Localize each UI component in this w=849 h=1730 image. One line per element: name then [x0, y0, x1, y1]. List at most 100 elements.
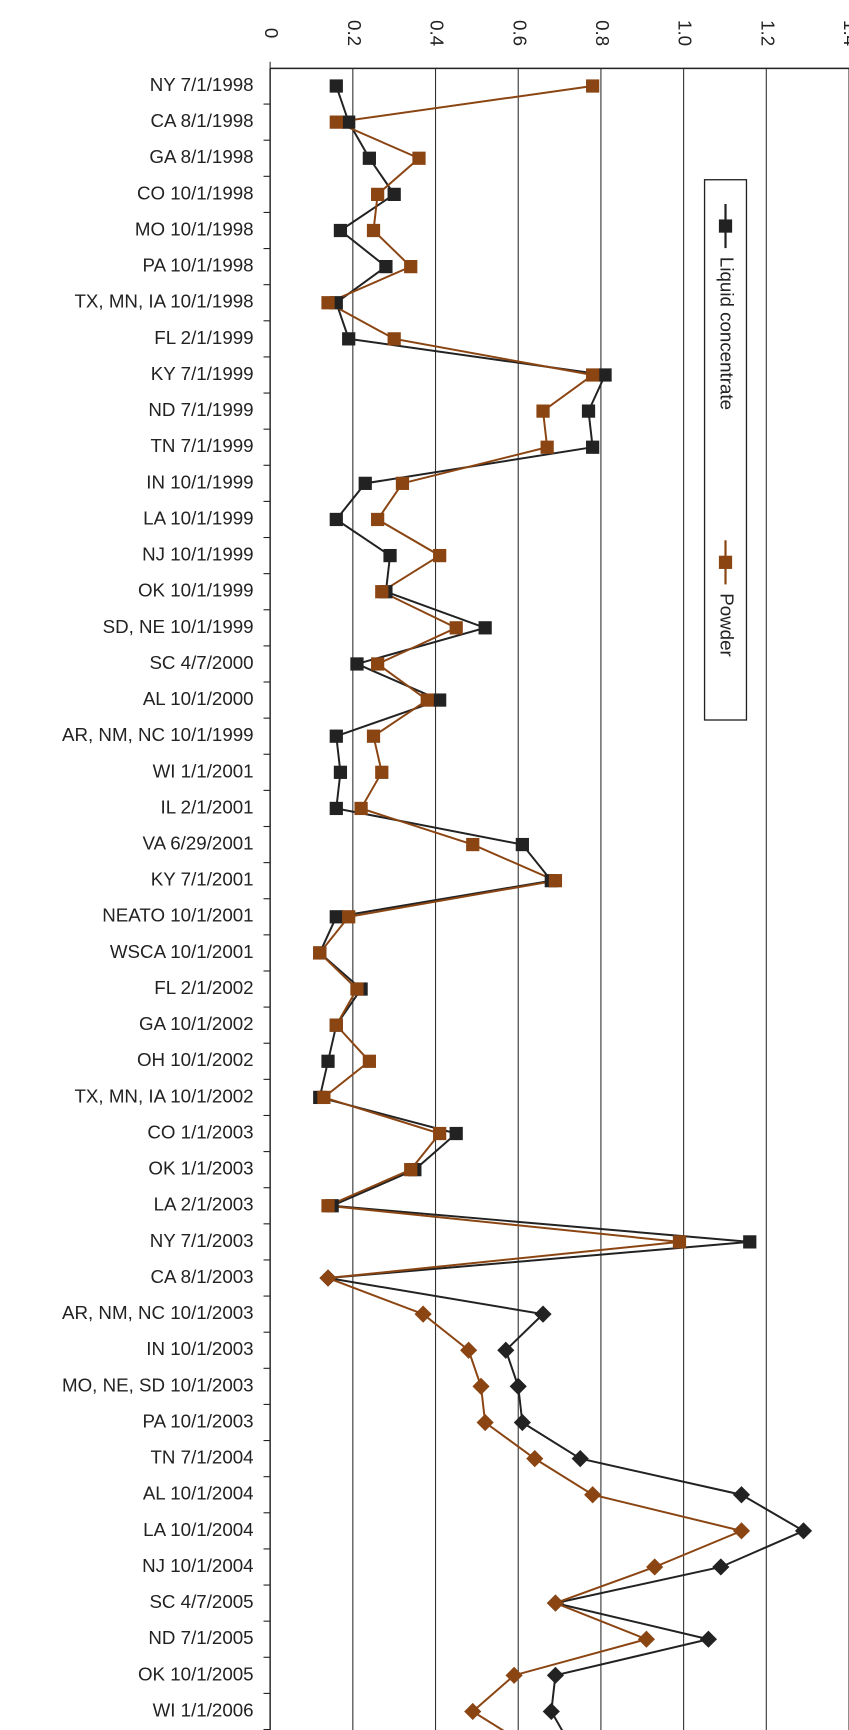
legend-label: Powder [717, 593, 738, 657]
marker [404, 1163, 418, 1177]
y-tick-label: OK 1/1/2003 [148, 1158, 253, 1179]
marker [548, 874, 563, 888]
y-tick-label: IN 10/1/1999 [146, 471, 253, 492]
x-tick-label: 0 [261, 28, 282, 38]
marker [387, 332, 401, 346]
marker [350, 657, 364, 671]
marker [329, 512, 343, 527]
y-tick-label: GA 8/1/1998 [149, 146, 253, 167]
x-tick-label: 0.2 [344, 20, 365, 46]
y-tick-label: ND 7/1/2005 [148, 1627, 253, 1648]
y-tick-label: SC 4/7/2005 [149, 1591, 253, 1612]
marker [598, 368, 612, 382]
y-tick-label: OK 10/1/1999 [138, 580, 254, 601]
y-tick-label: LA 2/1/2003 [154, 1194, 254, 1215]
y-tick-label: TX, MN, IA 10/1/2002 [74, 1085, 253, 1106]
marker [321, 1054, 335, 1068]
marker [375, 765, 389, 779]
marker [472, 1377, 490, 1395]
marker [536, 404, 550, 418]
y-tick-label: NEATO 10/1/2001 [102, 905, 253, 926]
y-tick-label: CA 8/1/1998 [150, 110, 253, 131]
marker [366, 729, 381, 743]
marker [646, 1558, 664, 1576]
marker [509, 1377, 527, 1395]
marker [433, 693, 447, 707]
marker [732, 1486, 751, 1504]
y-tick-label: LA 10/1/1999 [143, 507, 253, 528]
y-tick-label: AR, NM, NC 10/1/1999 [62, 724, 254, 745]
marker [672, 1235, 687, 1249]
y-tick-label: PA 10/1/2003 [142, 1410, 253, 1431]
x-tick-label: 1.0 [675, 20, 696, 46]
y-tick-label: AL 10/1/2000 [143, 688, 254, 709]
marker [476, 1413, 494, 1432]
marker [571, 1450, 589, 1468]
legend-marker [718, 555, 733, 569]
y-tick-label: FL 2/1/2002 [154, 977, 253, 998]
y-tick-label: NJ 10/1/1999 [142, 544, 253, 565]
marker [371, 187, 385, 201]
marker [420, 693, 434, 707]
marker [586, 440, 600, 454]
y-tick-label: PA 10/1/1998 [142, 255, 253, 276]
y-tick-label: OK 10/1/2005 [138, 1663, 254, 1684]
y-tick-label: AR, NM, NC 10/1/2003 [62, 1302, 254, 1323]
marker [542, 1702, 560, 1721]
y-tick-label: CO 1/1/2003 [147, 1121, 253, 1142]
marker [449, 621, 463, 635]
marker [433, 548, 447, 563]
y-tick-label: TN 7/1/2004 [150, 1447, 253, 1468]
marker [383, 548, 397, 563]
marker [464, 1702, 482, 1721]
marker [699, 1630, 717, 1648]
y-tick-label: SC 4/7/2000 [149, 652, 253, 673]
y-tick-label: KY 7/1/2001 [151, 869, 254, 890]
marker [342, 115, 356, 129]
marker [350, 982, 364, 996]
marker [581, 404, 596, 418]
y-tick-label: TN 7/1/1999 [150, 435, 253, 456]
marker [586, 79, 600, 93]
y-tick-label: ND 7/1/1999 [148, 399, 253, 420]
marker [321, 1199, 335, 1213]
legend-label: Liquid concentrate [717, 257, 738, 410]
marker [342, 910, 356, 924]
marker [342, 332, 356, 346]
marker [362, 1054, 376, 1068]
y-tick-label: IL 2/1/2001 [161, 796, 254, 817]
y-tick-label: IN 10/1/2003 [146, 1338, 253, 1359]
x-tick-label: 1.2 [757, 20, 778, 46]
marker [466, 837, 480, 852]
y-tick-label: TX, MN, IA 10/1/1998 [74, 291, 253, 312]
marker [526, 1450, 544, 1468]
marker [317, 1090, 331, 1105]
marker [329, 79, 343, 93]
y-tick-label: AL 10/1/2004 [143, 1483, 254, 1504]
y-tick-label: NJ 10/1/2004 [142, 1555, 253, 1576]
y-tick-label: MO, NE, SD 10/1/2003 [62, 1374, 254, 1395]
marker [449, 1126, 463, 1141]
marker [379, 260, 393, 274]
y-tick-label: FL 2/1/1999 [154, 327, 253, 348]
marker [333, 765, 348, 779]
marker [637, 1630, 655, 1648]
marker [743, 1235, 757, 1249]
y-tick-label: WI 1/1/2006 [153, 1699, 254, 1720]
x-tick-label: 0.4 [427, 20, 448, 46]
marker [329, 801, 343, 816]
marker [546, 1594, 565, 1612]
marker [358, 476, 372, 490]
marker [412, 151, 426, 165]
marker [395, 476, 410, 490]
y-tick-label: MO 10/1/1998 [135, 218, 254, 239]
marker [515, 837, 529, 852]
marker [329, 115, 343, 129]
y-tick-label: NY 7/1/1998 [150, 74, 254, 95]
marker [478, 621, 492, 635]
y-tick-label: OH 10/1/2002 [137, 1049, 254, 1070]
marker [321, 296, 335, 310]
marker [366, 223, 381, 238]
marker [329, 729, 343, 743]
